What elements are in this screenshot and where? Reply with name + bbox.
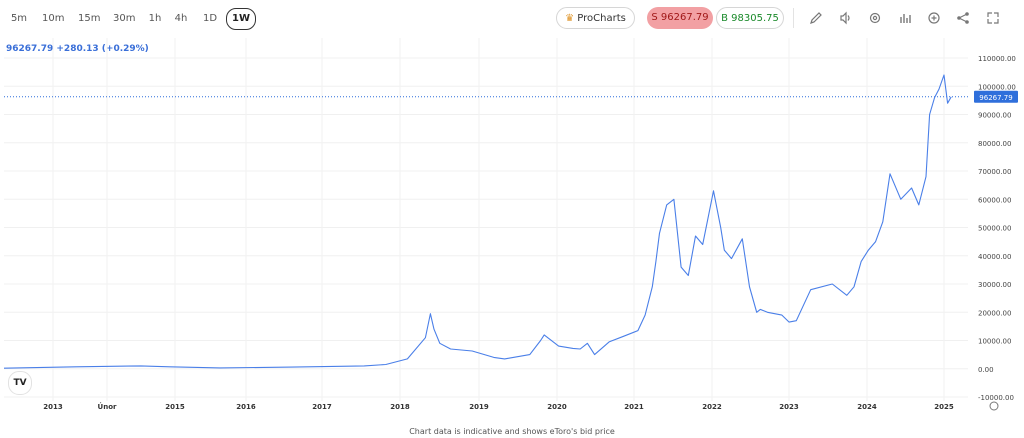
share-icon[interactable] xyxy=(954,9,972,27)
x-tick-label: Únor xyxy=(98,402,117,411)
y-tick-label: 10000.00 xyxy=(978,338,1011,346)
y-tick-label: 80000.00 xyxy=(978,140,1011,148)
x-tick-label: 2015 xyxy=(165,403,185,411)
y-tick-label: 100000.00 xyxy=(978,83,1016,91)
y-tick-label: 40000.00 xyxy=(978,253,1011,261)
y-tick-label: 30000.00 xyxy=(978,281,1011,289)
timeframe-15m[interactable]: 15m xyxy=(78,13,101,24)
y-tick-label: -10000.00 xyxy=(978,394,1014,402)
x-tick-label: 2018 xyxy=(390,403,410,411)
procharts-button[interactable]: ♛ ProCharts xyxy=(556,7,635,29)
timeframe-10m[interactable]: 10m xyxy=(42,13,65,24)
expand-icon[interactable] xyxy=(984,9,1002,27)
x-tick-label: 2013 xyxy=(43,403,63,411)
sell-button[interactable]: S 96267.79 xyxy=(647,7,713,29)
timeframe-30m[interactable]: 30m xyxy=(113,13,136,24)
x-tick-label: 2021 xyxy=(624,403,644,411)
y-tick-label: 0.00 xyxy=(978,366,994,374)
current-price-tag-label: 96267.79 xyxy=(979,94,1012,102)
x-tick-label: 2024 xyxy=(857,403,877,411)
timeframe-4h[interactable]: 4h xyxy=(174,13,188,24)
y-tick-label: 70000.00 xyxy=(978,168,1011,176)
x-tick-label: 2023 xyxy=(779,403,799,411)
y-tick-label: 20000.00 xyxy=(978,309,1011,317)
toolbar-divider xyxy=(793,8,794,28)
timeframe-5m[interactable]: 5m xyxy=(10,13,28,24)
current-price-tag xyxy=(974,90,1018,103)
pencil-icon[interactable] xyxy=(807,9,825,27)
timeframe-1w[interactable]: 1W xyxy=(226,8,256,30)
y-tick-label: 50000.00 xyxy=(978,225,1011,233)
y-tick-label: 60000.00 xyxy=(978,196,1011,204)
timeframe-1d[interactable]: 1D xyxy=(203,13,218,24)
buy-button[interactable]: B 98305.75 xyxy=(716,7,784,29)
crown-icon: ♛ xyxy=(565,13,575,24)
procharts-label: ProCharts xyxy=(577,13,626,24)
price-chart[interactable]: 110000.00 100000.00 90000.00 80000.00 70000.… xyxy=(0,38,1024,427)
toolbar: 5m 10m 15m 30m 1h 4h 1D 1W ♛ ProCharts S 96267.… xyxy=(0,0,1024,38)
chart-disclaimer: Chart data is indicative and shows eToro… xyxy=(409,427,615,436)
price-series-line xyxy=(3,74,952,369)
x-tick-label: 2022 xyxy=(702,403,722,411)
x-tick-label: 2020 xyxy=(547,403,567,411)
y-tick-label: 90000.00 xyxy=(978,112,1011,120)
gear-icon[interactable] xyxy=(866,9,884,27)
bar-chart-icon[interactable] xyxy=(896,9,914,27)
plus-circle-icon[interactable] xyxy=(925,9,943,27)
tradingview-logo: TV xyxy=(8,371,32,395)
sound-icon[interactable] xyxy=(837,9,855,27)
y-tick-label: 110000.00 xyxy=(978,55,1016,63)
x-tick-label: 2019 xyxy=(469,403,489,411)
x-tick-label: 2025 xyxy=(934,403,954,411)
x-tick-label: 2017 xyxy=(312,403,332,411)
axis-settings-icon xyxy=(989,401,999,411)
x-tick-label: 2016 xyxy=(236,403,256,411)
timeframe-1h[interactable]: 1h xyxy=(148,13,162,24)
quote-readout: 96267.79 +280.13 (+0.29%) xyxy=(6,44,149,54)
